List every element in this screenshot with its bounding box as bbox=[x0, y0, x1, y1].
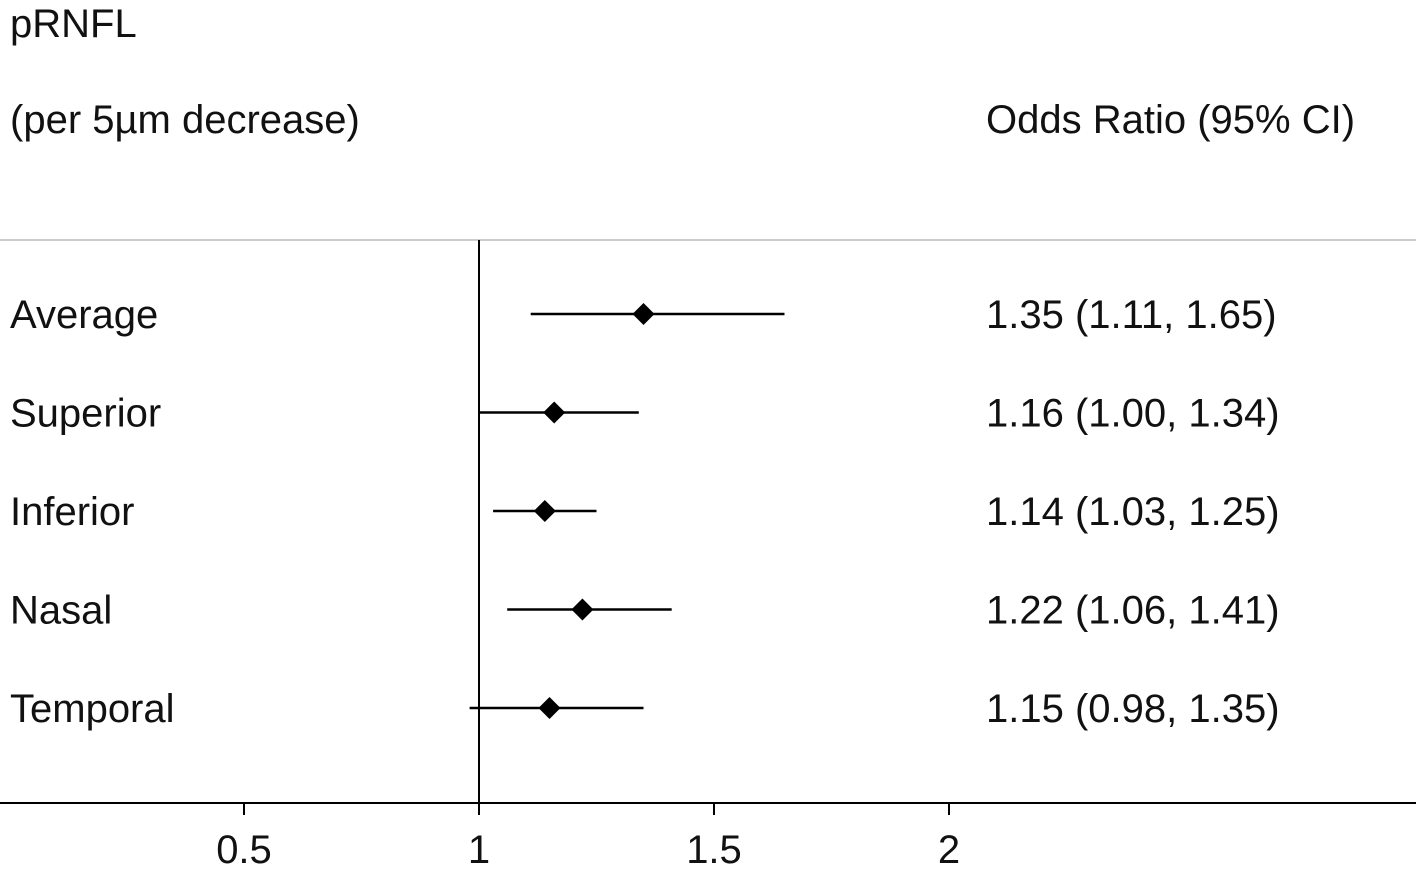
forest-row: Superior 1.16 (1.00, 1.34) bbox=[10, 392, 1280, 436]
row-label: Superior bbox=[10, 392, 161, 436]
odds-ratio-marker bbox=[571, 598, 594, 621]
odds-ratio-text: 1.35 (1.11, 1.65) bbox=[986, 293, 1277, 337]
x-tick-label: 2 bbox=[938, 828, 960, 869]
odds-ratio-marker bbox=[538, 697, 561, 719]
row-label: Nasal bbox=[10, 589, 112, 633]
row-label: Average bbox=[10, 293, 158, 337]
odds-ratio-marker bbox=[632, 303, 655, 325]
odds-ratio-marker bbox=[533, 500, 556, 522]
odds-ratio-column-header: Odds Ratio (95% CI) bbox=[986, 98, 1356, 142]
forest-row: Temporal 1.15 (0.98, 1.35) bbox=[10, 687, 1280, 731]
x-tick-label: 1 bbox=[468, 828, 490, 869]
row-label: Inferior bbox=[10, 490, 135, 534]
forest-row: Nasal 1.22 (1.06, 1.41) bbox=[10, 589, 1280, 633]
forest-row: Inferior 1.14 (1.03, 1.25) bbox=[10, 490, 1280, 534]
forest-rows: Average 1.35 (1.11, 1.65) Superior 1.16 (1.… bbox=[10, 293, 1280, 731]
odds-ratio-text: 1.14 (1.03, 1.25) bbox=[986, 490, 1280, 534]
chart-title-line2: (per 5µm decrease) bbox=[10, 98, 360, 142]
odds-ratio-marker bbox=[543, 401, 566, 424]
forest-row: Average 1.35 (1.11, 1.65) bbox=[10, 293, 1277, 337]
x-tick-label: 1.5 bbox=[686, 828, 742, 869]
x-tick-label: 0.5 bbox=[216, 828, 272, 869]
x-axis-ticks: 0.5 1 1.5 2 bbox=[216, 803, 960, 869]
row-label: Temporal bbox=[10, 687, 175, 731]
odds-ratio-text: 1.15 (0.98, 1.35) bbox=[986, 687, 1280, 731]
chart-title-line1: pRNFL bbox=[10, 2, 137, 46]
odds-ratio-text: 1.16 (1.00, 1.34) bbox=[986, 392, 1280, 436]
odds-ratio-text: 1.22 (1.06, 1.41) bbox=[986, 589, 1280, 633]
